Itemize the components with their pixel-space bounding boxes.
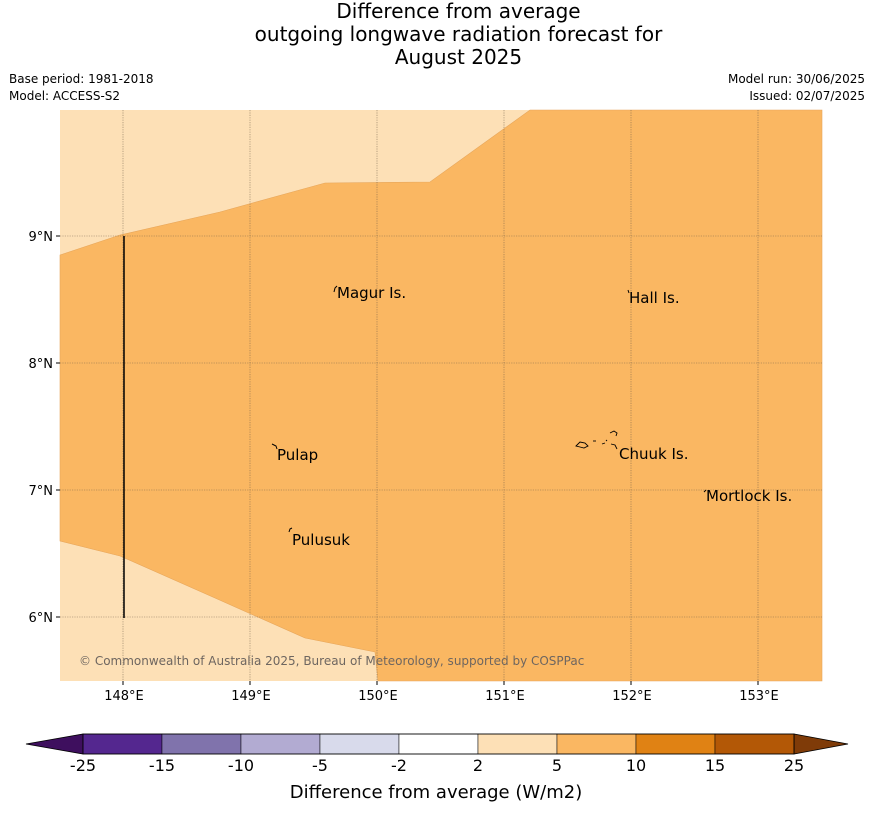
- colorbar-label: 10: [626, 756, 646, 775]
- label-mortlock: Mortlock Is.: [706, 487, 792, 505]
- label-pulusuk: Pulusuk: [292, 531, 350, 549]
- meta-left: Base period: 1981-2018 Model: ACCESS-S2: [9, 71, 154, 105]
- colorbar-label: -5: [312, 756, 328, 775]
- pulusuk-island-shape: [288, 527, 293, 533]
- lat-label-9n: 9°N: [29, 230, 54, 245]
- colorbar-label: 5: [552, 756, 562, 775]
- colorbar-segment: [82, 733, 163, 755]
- colorbar-segment: [319, 733, 400, 755]
- copyright-notice: © Commonwealth of Australia 2025, Bureau…: [79, 654, 584, 668]
- label-chuuk: Chuuk Is.: [619, 445, 688, 463]
- issued-date: Issued: 02/07/2025: [749, 89, 865, 103]
- anomaly-region-5-10: [59, 109, 823, 682]
- colorbar-extend-high: [793, 733, 849, 755]
- colorbar-segment: [714, 733, 795, 755]
- lat-label-7n: 7°N: [29, 484, 54, 499]
- map-title: Difference from average outgoing longwav…: [0, 0, 873, 69]
- colorbar-segment: [161, 733, 242, 755]
- magur-island-shape: [333, 285, 338, 293]
- model-name: Model: ACCESS-S2: [9, 89, 121, 103]
- chuuk-islands-shape: [575, 430, 618, 450]
- label-magur: Magur Is.: [337, 284, 406, 302]
- lat-label-6n: 6°N: [29, 611, 54, 626]
- colorbar-label: -15: [149, 756, 175, 775]
- title-line-2: outgoing longwave radiation forecast for: [254, 22, 663, 46]
- lat-tick-marks: [56, 235, 60, 618]
- colorbar-segment: [240, 733, 321, 755]
- colorbar-label: 15: [705, 756, 725, 775]
- colorbar-extend-low: [25, 733, 84, 755]
- colorbar-segment: [556, 733, 637, 755]
- hall-island-shape: [627, 289, 630, 294]
- colorbar-label: 25: [784, 756, 804, 775]
- colorbar-title: Difference from average (W/m2): [290, 782, 582, 803]
- graticule: [60, 110, 822, 681]
- title-line-3: August 2025: [394, 45, 523, 69]
- lon-tick-marks: [122, 681, 759, 685]
- colorbar-frame: [82, 733, 795, 755]
- title-line-1: Difference from average: [336, 0, 581, 23]
- lon-label-151e: 151°E: [485, 689, 525, 704]
- lon-label-152e: 152°E: [612, 689, 652, 704]
- mortlock-island-shape: [703, 489, 707, 493]
- colorbar-segment: [398, 733, 479, 755]
- label-pulap: Pulap: [277, 446, 318, 464]
- colorbar-label: -10: [228, 756, 254, 775]
- lon-label-153e: 153°E: [739, 689, 779, 704]
- pulap-island-shape: [271, 443, 278, 450]
- lon-label-148e: 148°E: [104, 689, 144, 704]
- colorbar-segment: [477, 733, 558, 755]
- lon-label-149e: 149°E: [231, 689, 271, 704]
- meta-right: Model run: 30/06/2025 Issued: 02/07/2025: [728, 71, 865, 105]
- label-hall: Hall Is.: [629, 289, 680, 307]
- lat-label-8n: 8°N: [29, 357, 54, 372]
- base-period: Base period: 1981-2018: [9, 72, 154, 86]
- colorbar-label: -2: [391, 756, 407, 775]
- model-run: Model run: 30/06/2025: [727, 72, 865, 86]
- colorbar-label: -25: [70, 756, 96, 775]
- colorbar: -25 -15 -10 -5 -2 2 5 10 15 25: [25, 733, 849, 775]
- colorbar-label: 2: [473, 756, 483, 775]
- lon-label-150e: 150°E: [358, 689, 398, 704]
- colorbar-segment: [635, 733, 716, 755]
